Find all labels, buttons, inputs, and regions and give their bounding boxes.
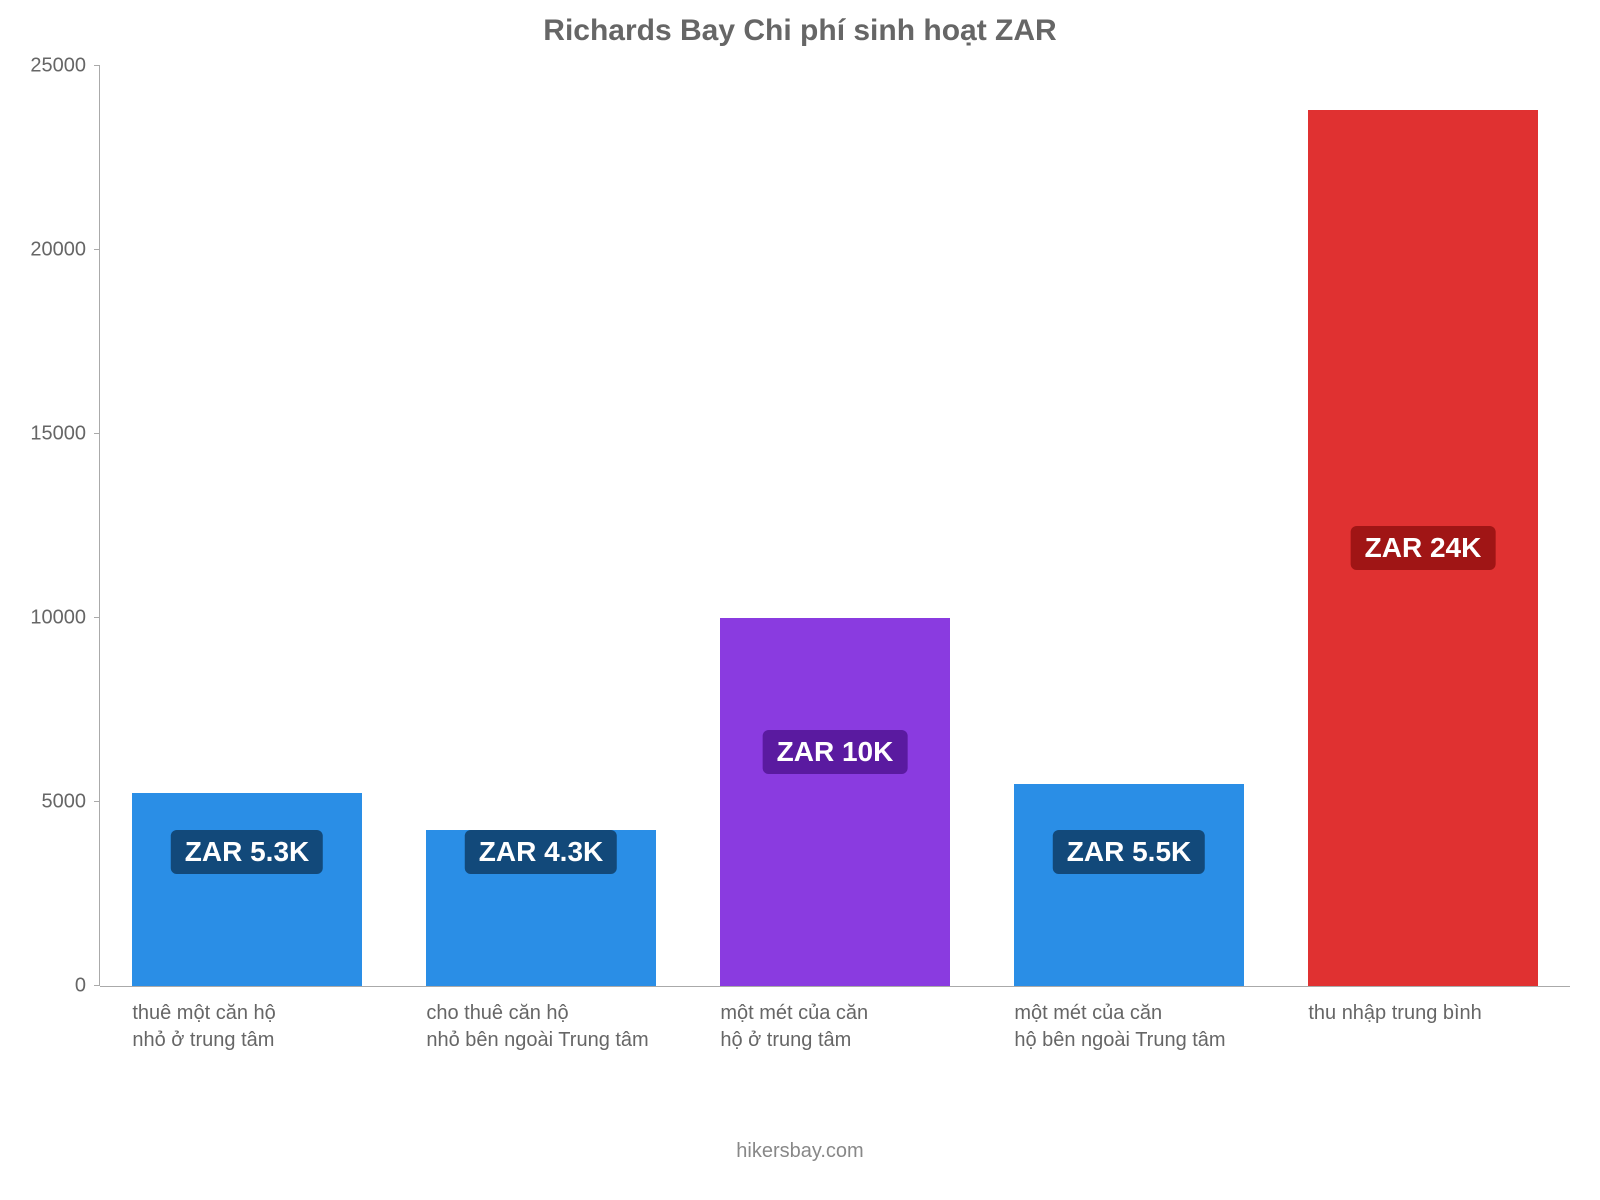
bar-value-label: ZAR 10K <box>763 730 908 774</box>
bar <box>720 618 949 986</box>
y-axis-line <box>99 66 100 986</box>
y-tick-mark <box>94 801 100 802</box>
bar <box>132 793 361 986</box>
y-tick-label: 25000 <box>30 55 100 78</box>
y-tick-label: 0 <box>75 975 100 998</box>
bar-value-label: ZAR 5.5K <box>1053 830 1205 874</box>
bar-value-label: ZAR 5.3K <box>171 830 323 874</box>
x-category-label: cho thuê căn hộ nhỏ bên ngoài Trung tâm <box>426 986 655 1054</box>
chart-title: Richards Bay Chi phí sinh hoạt ZAR <box>0 14 1600 48</box>
y-tick-mark <box>94 65 100 66</box>
y-tick-mark <box>94 985 100 986</box>
chart-footer: hikersbay.com <box>0 1140 1600 1163</box>
x-category-label: một mét của căn hộ ở trung tâm <box>720 986 949 1054</box>
y-tick-label: 10000 <box>30 607 100 630</box>
x-category-label: thu nhập trung bình <box>1308 986 1537 1027</box>
y-tick-mark <box>94 617 100 618</box>
y-tick-label: 15000 <box>30 423 100 446</box>
x-category-label: một mét của căn hộ bên ngoài Trung tâm <box>1014 986 1243 1054</box>
y-tick-mark <box>94 433 100 434</box>
chart-container: Richards Bay Chi phí sinh hoạt ZAR 05000… <box>0 0 1600 1200</box>
y-tick-label: 5000 <box>42 791 101 814</box>
plot-area: 0500010000150002000025000ZAR 5.3Kthuê mộ… <box>100 66 1570 986</box>
bar <box>1014 784 1243 986</box>
y-tick-mark <box>94 249 100 250</box>
bar-value-label: ZAR 4.3K <box>465 830 617 874</box>
y-tick-label: 20000 <box>30 239 100 262</box>
bar-value-label: ZAR 24K <box>1351 526 1496 570</box>
x-category-label: thuê một căn hộ nhỏ ở trung tâm <box>132 986 361 1054</box>
